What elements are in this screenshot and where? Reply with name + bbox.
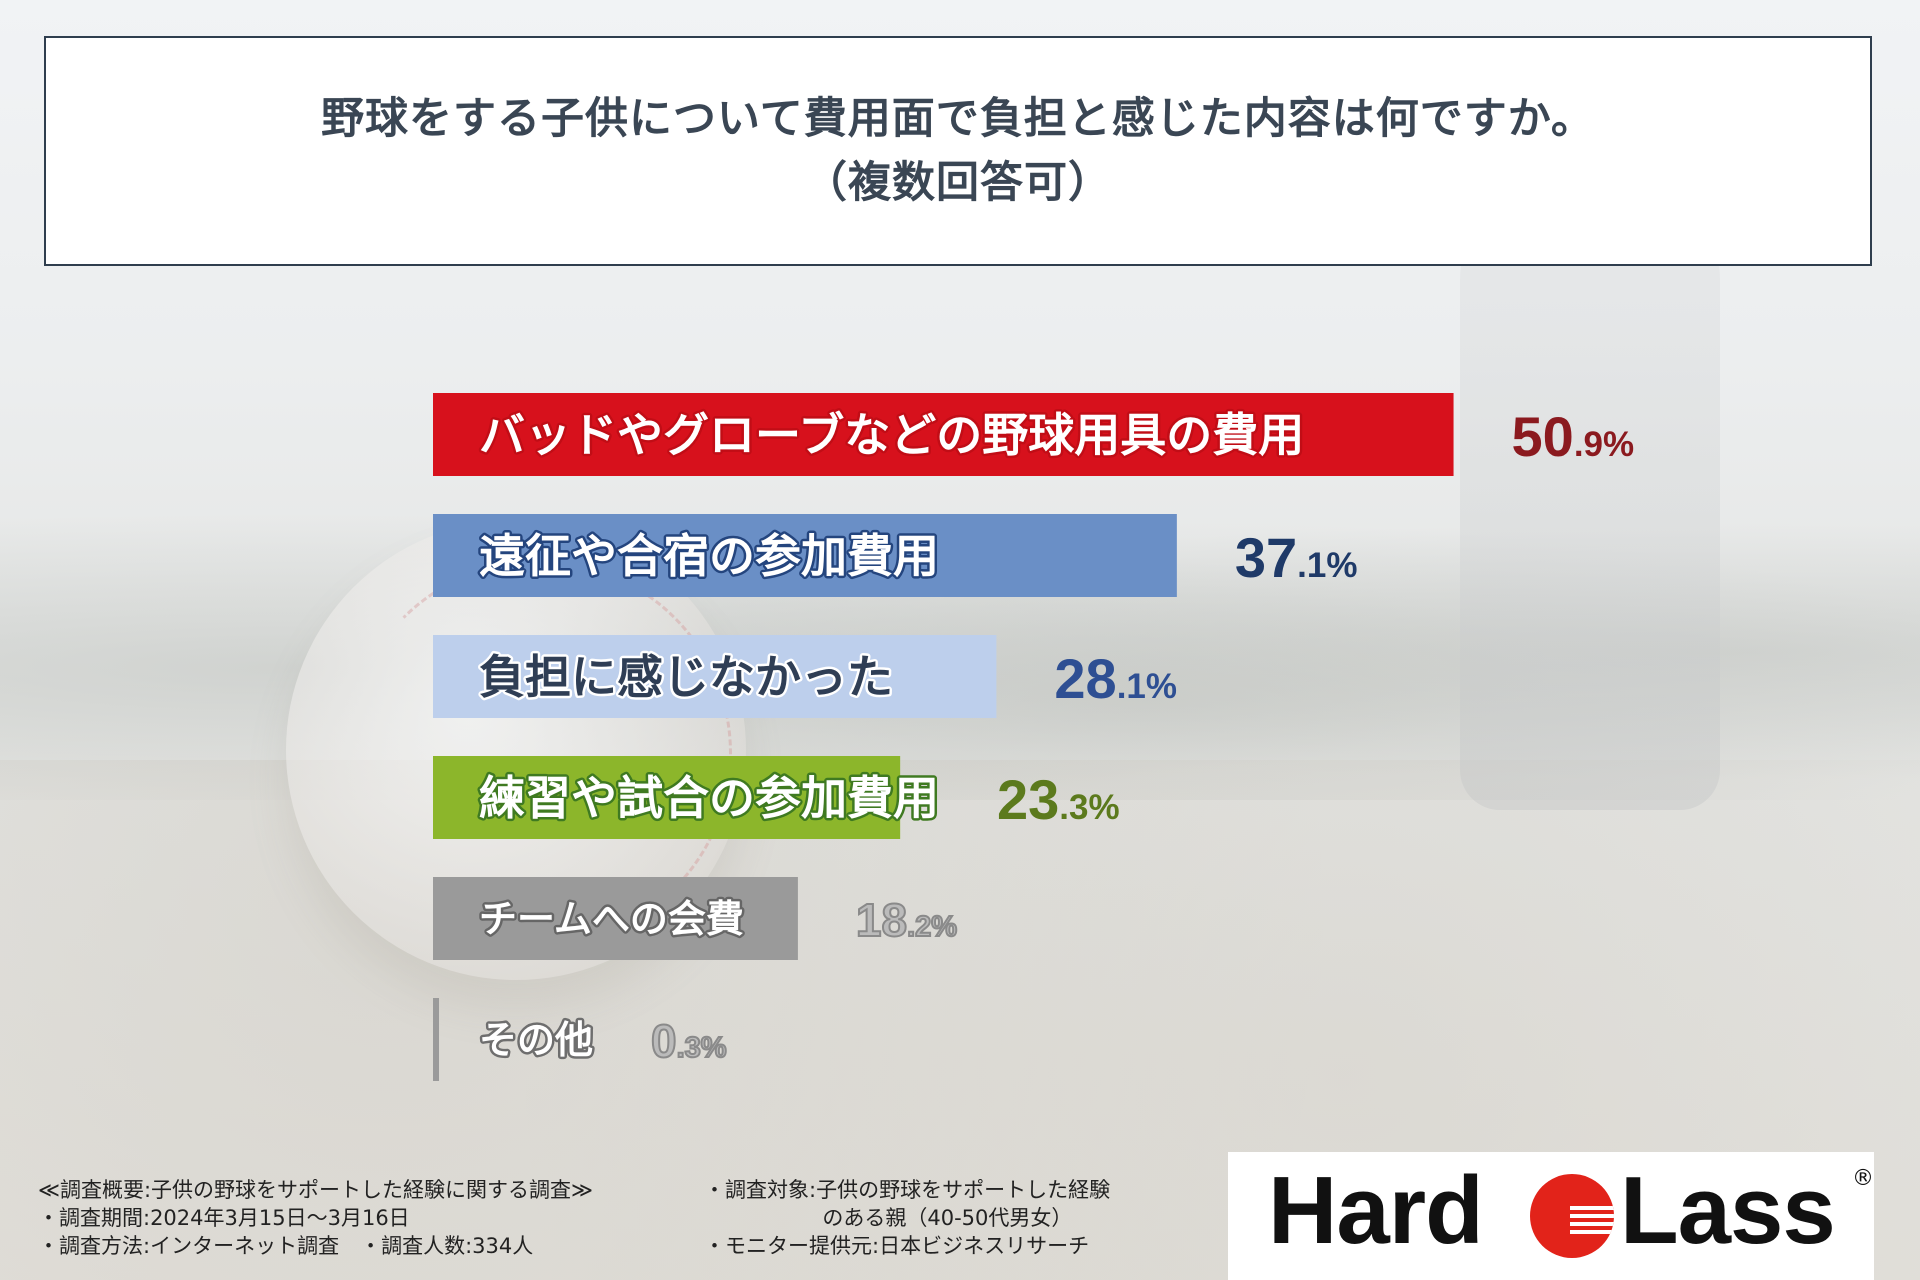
bar-label-0: バッドやグローブなどの野球用具の費用 <box>479 408 1304 462</box>
survey-method-line: ・調査方法:インターネット調査 ・調査人数:334人 <box>38 1234 534 1258</box>
value-label-1: 37.1% <box>1235 526 1358 589</box>
survey-provider-line: ・モニター提供元:日本ビジネスリサーチ <box>704 1234 1090 1258</box>
survey-period-line: ・調査期間:2024年3月15日～3月16日 <box>38 1206 410 1230</box>
logo-ball-icon <box>1530 1174 1614 1258</box>
survey-target: ・調査対象:子供の野球をサポートした経験 のある親（40-50代男女） ・モニタ… <box>704 1176 1110 1260</box>
survey-target-line-2: のある親（40-50代男女） <box>704 1206 1073 1230</box>
survey-overview-line: ≪調査概要:子供の野球をサポートした経験に関する調査≫ <box>38 1178 594 1202</box>
survey-target-line: ・調査対象:子供の野球をサポートした経験 <box>704 1178 1111 1202</box>
bar-3 <box>433 756 901 839</box>
bar-label-2: 負担に感じなかった <box>479 650 893 704</box>
logo-text-lass: Lass <box>1620 1157 1836 1264</box>
bar-label-1: 遠征や合宿の参加費用 <box>479 529 939 583</box>
value-label-0: 50.9% <box>1512 405 1635 468</box>
chart-title: 野球をする子供について費用面で負担と感じた内容は何ですか。 <box>321 94 1595 144</box>
bar-1 <box>433 514 1177 597</box>
bar-label-5: その他 <box>479 1018 593 1062</box>
bar-4 <box>433 877 798 960</box>
bar-0 <box>433 393 1454 476</box>
registered-mark: ® <box>1852 1166 1874 1191</box>
logo-text-hard: Hard <box>1268 1157 1484 1264</box>
bar-label-3: 練習や試合の参加費用 <box>479 771 939 825</box>
bar-chart: バッドやグローブなどの野球用具の費用 50.9% 遠征や合宿の参加費用 37.1% 負担… <box>433 393 1635 1081</box>
title-box: 野球をする子供について費用面で負担と感じた内容は何ですか。 （複数回答可） <box>44 36 1872 266</box>
value-label-2: 28.1% <box>1054 647 1177 710</box>
survey-overview: ≪調査概要:子供の野球をサポートした経験に関する調査≫ ・調査期間:2024年3… <box>38 1176 593 1260</box>
hardlass-logo: Hard Lass ® <box>1228 1152 1874 1280</box>
background-player <box>1460 160 1720 810</box>
chart-subtitle: （複数回答可） <box>804 158 1112 208</box>
bar-label-4: チームへの会費 <box>479 897 744 941</box>
value-label-5: 0.3% <box>651 1015 727 1067</box>
value-label-4: 18.2% <box>856 894 957 946</box>
value-label-3: 23.3% <box>997 768 1120 831</box>
bar-2 <box>433 635 997 718</box>
bar-5 <box>433 998 440 1081</box>
